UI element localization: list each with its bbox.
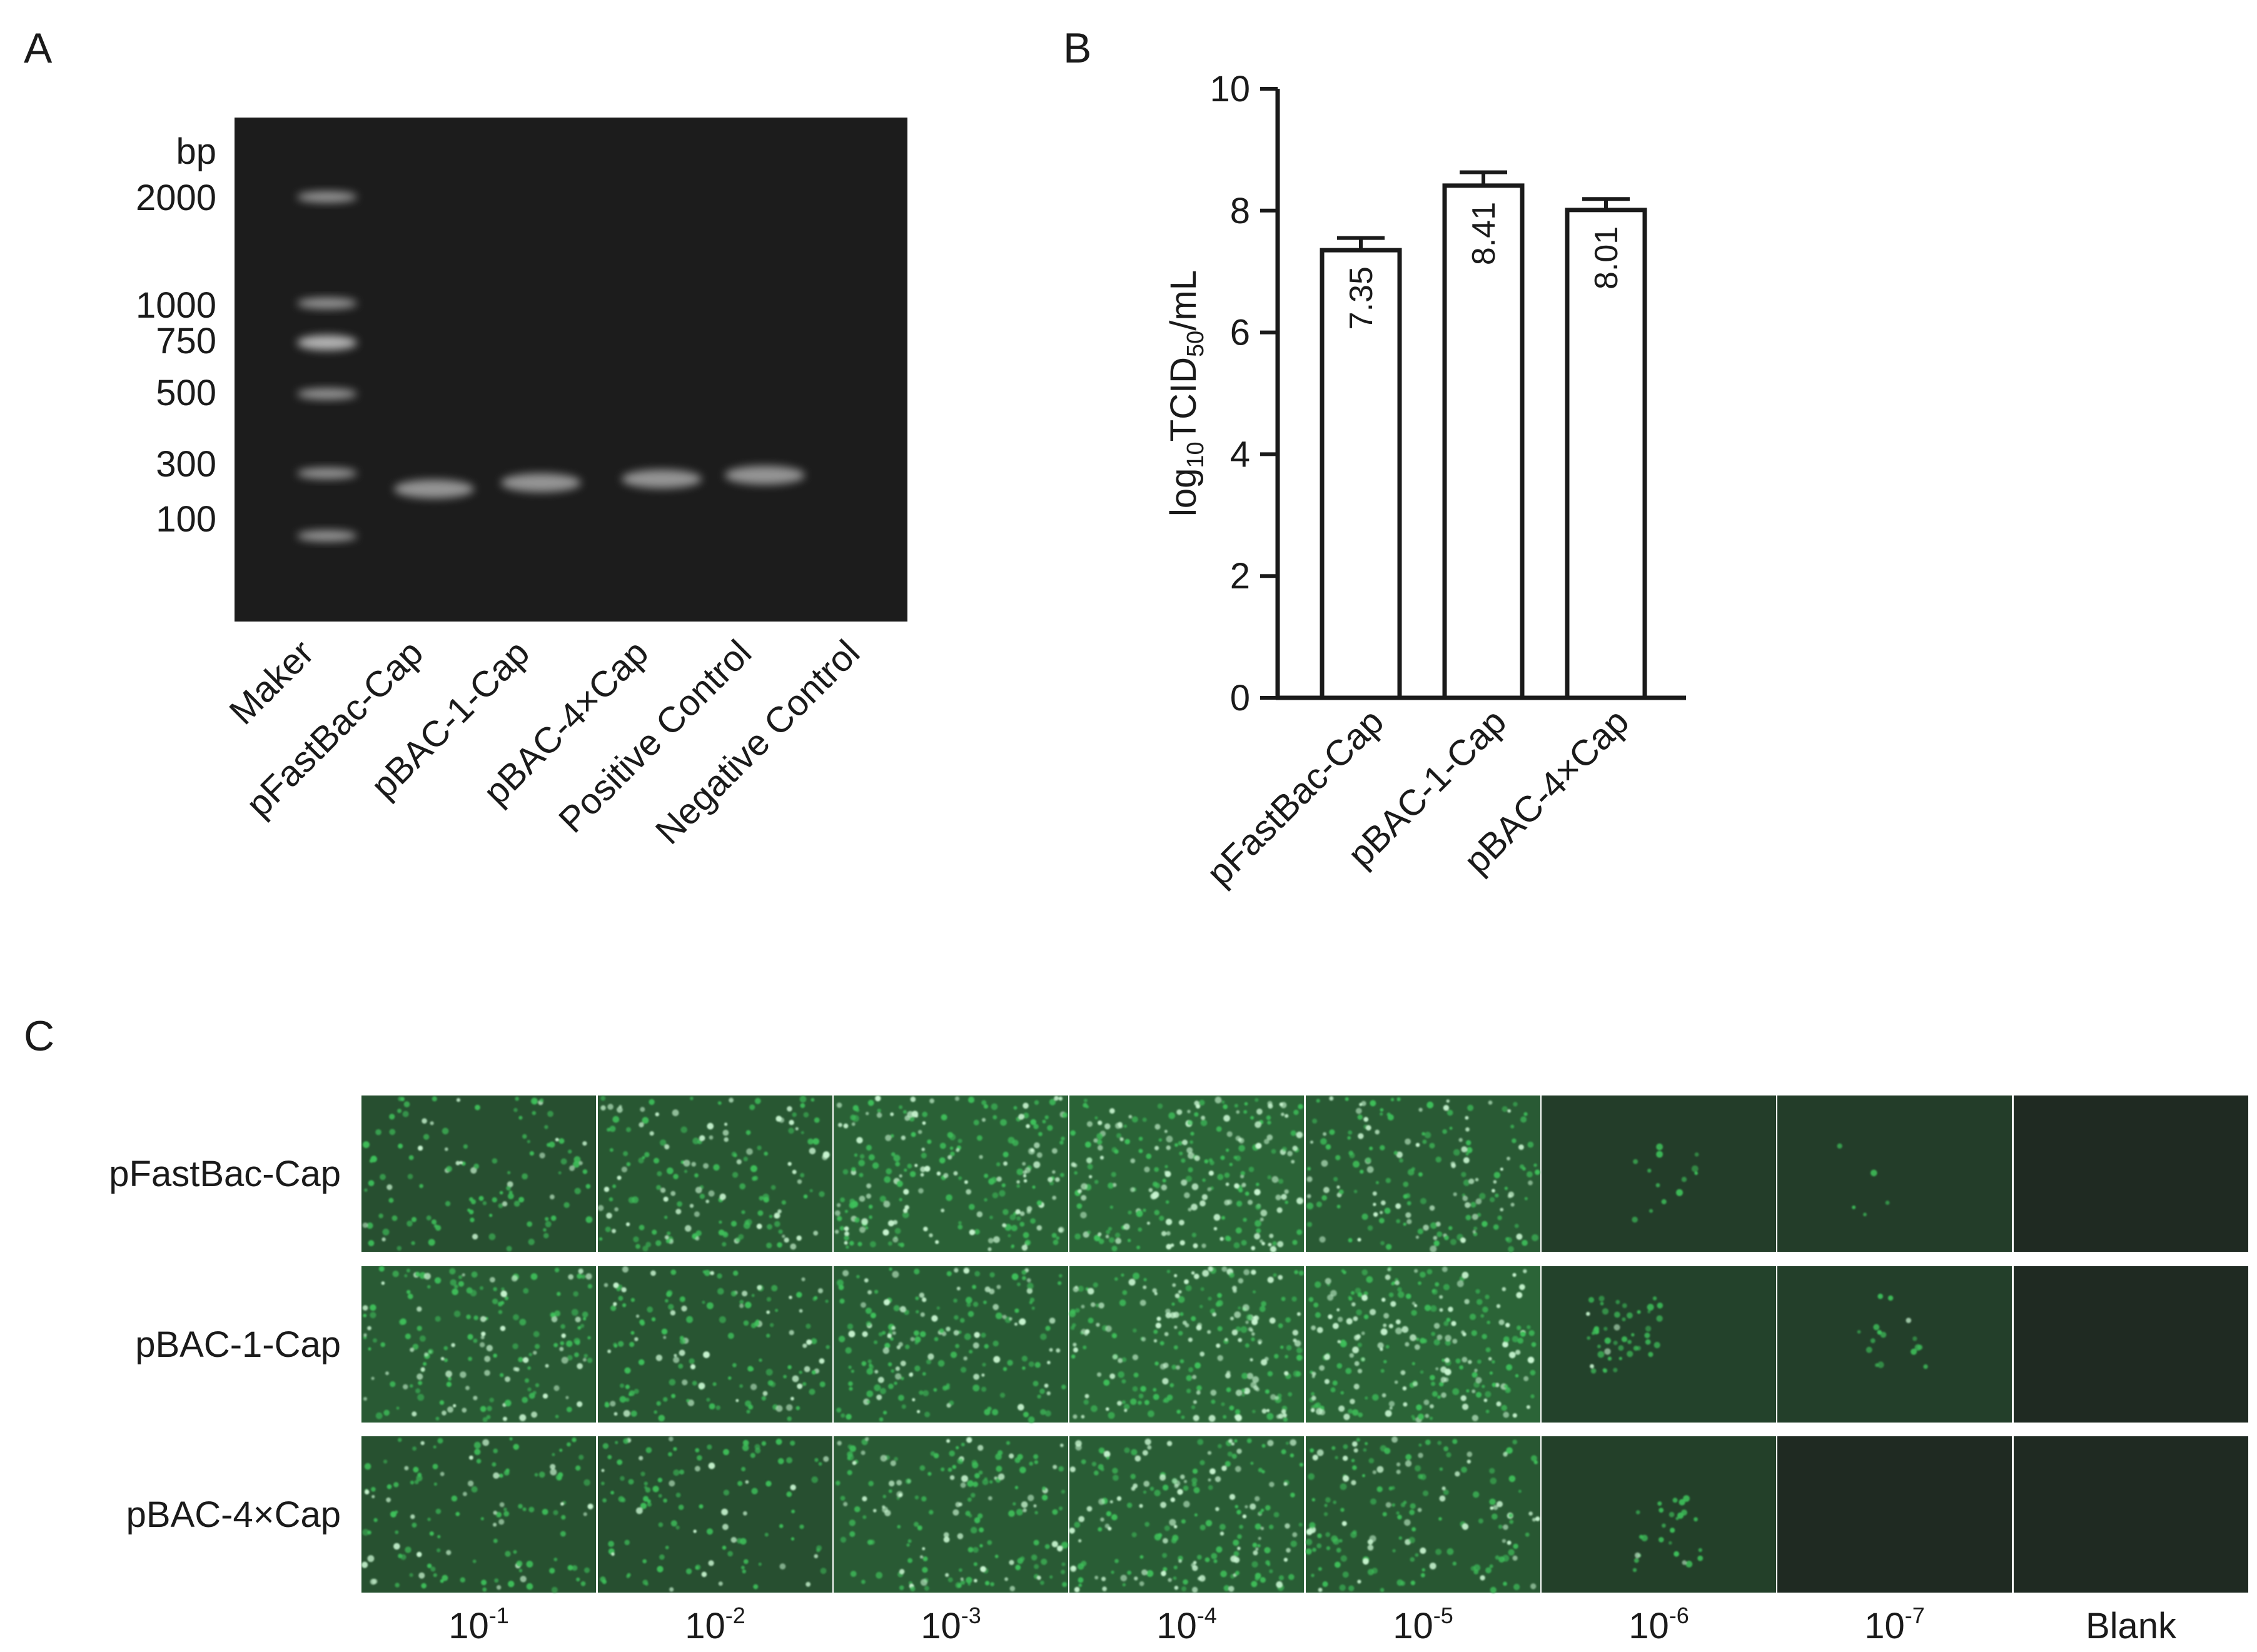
ladder-band xyxy=(297,335,357,350)
ladder-band xyxy=(297,298,357,309)
micrograph-tile xyxy=(834,1266,1068,1423)
ladder-label: 100 xyxy=(156,499,216,540)
ladder-unit-label: bp xyxy=(176,131,216,172)
column-labels: 10-1 10-2 10-3 10-4 10-5 10-6 10-7 Blank xyxy=(448,1603,2177,1646)
y-tick-label: 8 xyxy=(1230,191,1250,231)
micrograph-tile xyxy=(1542,1436,1776,1593)
y-axis-ticks: 0 2 4 6 8 10 xyxy=(1209,69,1278,718)
micrograph-tile xyxy=(1069,1266,1304,1423)
micrograph-tile xyxy=(598,1436,832,1593)
micrograph-tile xyxy=(361,1266,596,1423)
micrograph-tile xyxy=(597,1095,832,1252)
bar-chart: 0 2 4 6 8 10 7.35 8.41 8.01 pFastBac-CappBAC-1-… xyxy=(1163,69,1686,894)
row-labels: pFastBac-Cap pBAC-1-Cap pBAC-4×Cap xyxy=(109,1154,341,1535)
gel-bands xyxy=(297,191,805,541)
micrograph-tile xyxy=(1777,1436,2012,1593)
micrograph-tile xyxy=(2014,1436,2248,1593)
micrograph-tile xyxy=(1777,1095,2012,1252)
ladder-label: 500 xyxy=(156,373,216,413)
bars: 7.35 8.41 8.01 xyxy=(1320,170,1647,700)
bar xyxy=(1442,183,1525,700)
panel-b: B 0 2 4 6 8 10 7.35 8.41 8.01 pFastBac-CappBAC-… xyxy=(1063,24,1686,894)
ladder-label: 2000 xyxy=(136,178,216,218)
bar xyxy=(1565,208,1647,700)
column-label: 10-1 xyxy=(448,1603,509,1646)
panel-c-letter: C xyxy=(24,1012,54,1060)
row-label: pBAC-4×Cap xyxy=(126,1494,341,1535)
y-tick-label: 4 xyxy=(1230,434,1250,475)
micrograph-tile xyxy=(1305,1436,1540,1593)
ladder-band xyxy=(297,468,357,479)
micrograph-tile xyxy=(361,1436,596,1593)
micrograph-tile xyxy=(1306,1266,1540,1423)
microscopy-grid xyxy=(361,1095,2248,1593)
panel-a-letter: A xyxy=(24,24,53,72)
y-tick-label: 6 xyxy=(1230,313,1250,353)
micrograph-tile xyxy=(834,1436,1068,1593)
column-label: 10-5 xyxy=(1393,1603,1453,1646)
column-label: 10-2 xyxy=(685,1603,745,1646)
bar-value-label: 8.41 xyxy=(1466,202,1502,265)
panel-b-letter: B xyxy=(1063,24,1091,72)
ladder-label: 300 xyxy=(156,444,216,485)
micrograph-tile xyxy=(598,1266,832,1423)
lane-label: Negative Control xyxy=(648,632,867,852)
micrograph-tile xyxy=(361,1095,596,1252)
micrograph-tile xyxy=(1542,1095,1776,1252)
sample-band xyxy=(501,473,581,492)
lane-label: Positive Control xyxy=(551,632,759,840)
ladder-band xyxy=(297,388,357,400)
lane-label: Maker xyxy=(221,632,321,732)
row-label: pBAC-1-Cap xyxy=(135,1324,341,1365)
column-label: Blank xyxy=(2086,1606,2177,1646)
micrograph-tile xyxy=(1306,1095,1540,1252)
micrograph-tile xyxy=(2014,1095,2248,1252)
micrograph-tile xyxy=(1777,1266,2012,1423)
bar xyxy=(1320,248,1402,700)
y-tick-label: 0 xyxy=(1230,678,1250,718)
column-label: 10-7 xyxy=(1864,1603,1925,1646)
micrograph-tile xyxy=(1069,1436,1304,1593)
bar-value-label: 7.35 xyxy=(1343,266,1380,330)
row-label: pFastBac-Cap xyxy=(109,1154,341,1194)
ladder-label: 1000 xyxy=(136,285,216,326)
y-tick-label: 10 xyxy=(1209,69,1250,109)
y-axis-label: log10TCID50/mL xyxy=(1163,270,1209,516)
column-label: 10-3 xyxy=(921,1603,981,1646)
micrograph-tile xyxy=(1069,1095,1304,1252)
column-label: 10-4 xyxy=(1156,1603,1217,1646)
micrograph-tile xyxy=(2014,1266,2248,1423)
sample-band xyxy=(725,466,805,485)
ladder-band xyxy=(297,191,357,203)
ladder-band xyxy=(297,530,357,541)
y-tick-label: 2 xyxy=(1230,556,1250,597)
sample-band xyxy=(394,480,474,498)
micrograph-tile xyxy=(834,1095,1068,1252)
bar-value-label: 8.01 xyxy=(1588,226,1625,290)
micrograph-tile xyxy=(1542,1266,1776,1423)
ladder-label: 750 xyxy=(156,321,216,361)
lane-labels: MakerpFastBac-CappBAC-1-CappBAC-4×CapPos… xyxy=(221,632,867,852)
column-label: 10-6 xyxy=(1628,1603,1689,1646)
sample-band xyxy=(622,470,702,488)
